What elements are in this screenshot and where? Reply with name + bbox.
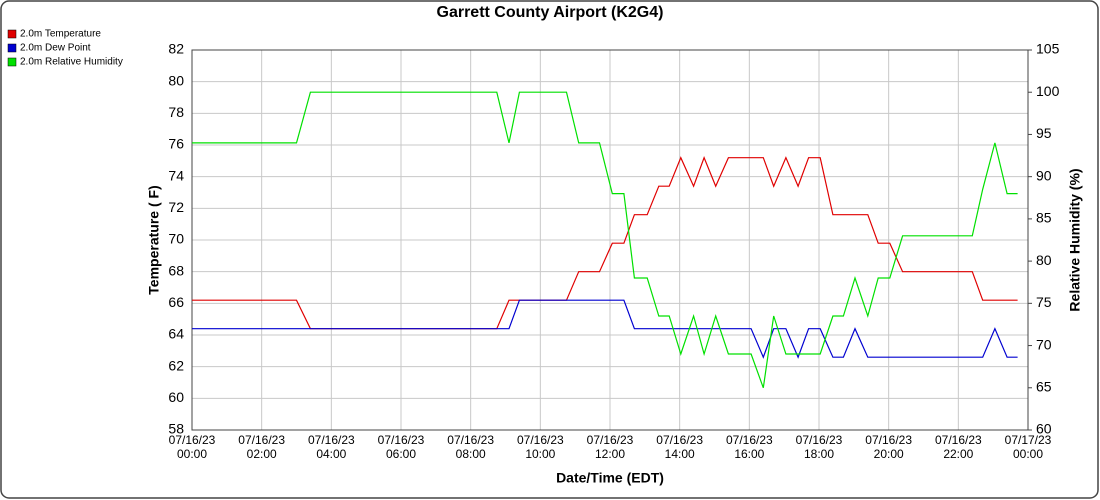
series-line bbox=[192, 156, 1018, 330]
y2-tick-label: 90 bbox=[1036, 167, 1052, 183]
y-axis-label: Temperature ( F) bbox=[146, 185, 162, 294]
y2-tick-label: 65 bbox=[1036, 378, 1052, 394]
y-tick-label: 72 bbox=[168, 199, 184, 215]
x-tick-label: 07/16/23 06:00 bbox=[378, 433, 425, 461]
y-tick-label: 78 bbox=[168, 104, 184, 120]
chart-title: Garrett County Airport (K2G4) bbox=[437, 4, 664, 21]
y2-tick-label: 100 bbox=[1036, 83, 1060, 99]
y-tick-label: 66 bbox=[168, 294, 184, 310]
y-tick-label: 60 bbox=[168, 389, 184, 405]
y-tick-label: 58 bbox=[168, 421, 184, 437]
x-tick-label: 07/16/23 12:00 bbox=[587, 433, 634, 461]
y-tick-label: 76 bbox=[168, 136, 184, 152]
y2-tick-label: 60 bbox=[1036, 421, 1052, 437]
x-tick-label: 07/16/23 18:00 bbox=[796, 433, 843, 461]
y-tick-label: 68 bbox=[168, 262, 184, 278]
x-tick-label: 07/16/23 04:00 bbox=[308, 433, 355, 461]
y2-tick-label: 70 bbox=[1036, 336, 1052, 352]
x-tick-label: 07/16/23 00:00 bbox=[169, 433, 216, 461]
legend-label: 2.0m Temperature bbox=[20, 29, 101, 40]
y2-tick-label: 75 bbox=[1036, 294, 1052, 310]
x-tick-label: 07/16/23 14:00 bbox=[656, 433, 703, 461]
y2-tick-label: 85 bbox=[1036, 210, 1052, 226]
legend-label: 2.0m Relative Humidity bbox=[20, 57, 123, 68]
y-tick-label: 74 bbox=[168, 167, 184, 183]
x-tick-label: 07/16/23 02:00 bbox=[238, 433, 285, 461]
y-tick-label: 62 bbox=[168, 357, 184, 373]
x-tick-label: 07/16/23 20:00 bbox=[865, 433, 912, 461]
series-line bbox=[192, 299, 1018, 359]
y2-tick-label: 95 bbox=[1036, 125, 1052, 141]
y-tick-label: 80 bbox=[168, 72, 184, 88]
y-tick-label: 82 bbox=[168, 41, 184, 57]
x-tick-label: 07/16/23 08:00 bbox=[447, 433, 494, 461]
x-tick-label: 07/16/23 22:00 bbox=[935, 433, 982, 461]
x-axis-label: Date/Time (EDT) bbox=[556, 470, 664, 486]
legend-swatch bbox=[7, 29, 17, 39]
legend-label: 2.0m Dew Point bbox=[20, 43, 91, 54]
x-tick-label: 07/16/23 16:00 bbox=[726, 433, 773, 461]
y-tick-label: 70 bbox=[168, 231, 184, 247]
y2-tick-label: 80 bbox=[1036, 252, 1052, 268]
y2-tick-label: 105 bbox=[1036, 41, 1060, 57]
plot-area bbox=[191, 49, 1029, 431]
x-tick-label: 07/16/23 10:00 bbox=[517, 433, 564, 461]
legend-swatch bbox=[7, 57, 17, 67]
series-line bbox=[192, 91, 1018, 389]
x-tick-label: 07/17/23 00:00 bbox=[1005, 433, 1052, 461]
y2-axis-label: Relative Humidity (%) bbox=[1067, 168, 1083, 311]
y-tick-label: 64 bbox=[168, 326, 184, 342]
legend-swatch bbox=[7, 43, 17, 53]
